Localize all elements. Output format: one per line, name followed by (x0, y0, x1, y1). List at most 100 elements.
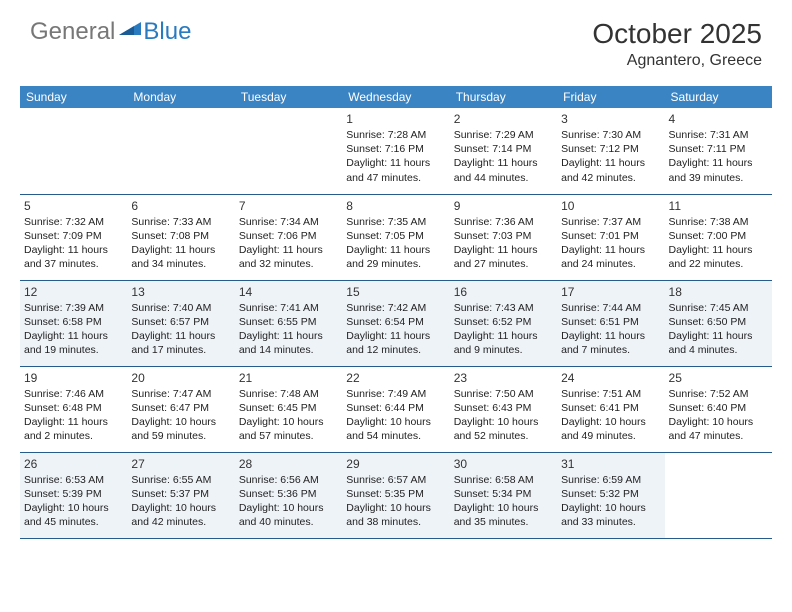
sun-info: Sunrise: 6:58 AMSunset: 5:34 PMDaylight:… (454, 473, 553, 530)
sun-line: Daylight: 11 hours (346, 243, 445, 257)
logo: General Blue (30, 18, 191, 46)
day-number: 5 (24, 199, 123, 213)
sun-info: Sunrise: 7:41 AMSunset: 6:55 PMDaylight:… (239, 301, 338, 358)
calendar-day: 19Sunrise: 7:46 AMSunset: 6:48 PMDayligh… (20, 366, 127, 452)
sun-line: Daylight: 11 hours (239, 243, 338, 257)
day-number: 19 (24, 371, 123, 385)
sun-line: Sunrise: 7:51 AM (561, 387, 660, 401)
sun-info: Sunrise: 7:28 AMSunset: 7:16 PMDaylight:… (346, 128, 445, 185)
sun-line: and 38 minutes. (346, 515, 445, 529)
day-number: 4 (669, 112, 768, 126)
sun-line: Sunset: 7:11 PM (669, 142, 768, 156)
day-number: 25 (669, 371, 768, 385)
calendar-day: 17Sunrise: 7:44 AMSunset: 6:51 PMDayligh… (557, 280, 664, 366)
day-number: 28 (239, 457, 338, 471)
sun-line: Sunset: 6:41 PM (561, 401, 660, 415)
sun-line: Sunset: 6:43 PM (454, 401, 553, 415)
logo-blue: Blue (143, 18, 191, 46)
day-number: 8 (346, 199, 445, 213)
sun-line: Sunrise: 7:42 AM (346, 301, 445, 315)
header: General Blue October 2025 Agnantero, Gre… (0, 0, 792, 78)
day-number: 6 (131, 199, 230, 213)
calendar-day: 21Sunrise: 7:48 AMSunset: 6:45 PMDayligh… (235, 366, 342, 452)
sun-info: Sunrise: 6:57 AMSunset: 5:35 PMDaylight:… (346, 473, 445, 530)
calendar-table: SundayMondayTuesdayWednesdayThursdayFrid… (20, 86, 772, 539)
day-number: 1 (346, 112, 445, 126)
sun-line: Sunset: 7:05 PM (346, 229, 445, 243)
calendar-day: 25Sunrise: 7:52 AMSunset: 6:40 PMDayligh… (665, 366, 772, 452)
calendar-day: 8Sunrise: 7:35 AMSunset: 7:05 PMDaylight… (342, 194, 449, 280)
sun-line: and 44 minutes. (454, 171, 553, 185)
sun-info: Sunrise: 7:33 AMSunset: 7:08 PMDaylight:… (131, 215, 230, 272)
calendar-day: 2Sunrise: 7:29 AMSunset: 7:14 PMDaylight… (450, 108, 557, 194)
sun-line: and 4 minutes. (669, 343, 768, 357)
sun-line: Sunset: 5:39 PM (24, 487, 123, 501)
weekday-header: Wednesday (342, 86, 449, 108)
sun-line: Sunrise: 7:33 AM (131, 215, 230, 229)
calendar-day: 9Sunrise: 7:36 AMSunset: 7:03 PMDaylight… (450, 194, 557, 280)
sun-info: Sunrise: 7:44 AMSunset: 6:51 PMDaylight:… (561, 301, 660, 358)
weekday-header: Monday (127, 86, 234, 108)
sun-line: Daylight: 10 hours (131, 501, 230, 515)
sun-line: Daylight: 11 hours (24, 243, 123, 257)
sun-line: Sunrise: 6:58 AM (454, 473, 553, 487)
month-title: October 2025 (592, 18, 762, 50)
sun-line: Sunrise: 7:39 AM (24, 301, 123, 315)
day-number: 26 (24, 457, 123, 471)
sun-line: and 32 minutes. (239, 257, 338, 271)
day-number: 29 (346, 457, 445, 471)
calendar-day: 22Sunrise: 7:49 AMSunset: 6:44 PMDayligh… (342, 366, 449, 452)
sun-line: Sunrise: 7:47 AM (131, 387, 230, 401)
day-number: 14 (239, 285, 338, 299)
sun-line: Sunset: 5:37 PM (131, 487, 230, 501)
sun-line: and 52 minutes. (454, 429, 553, 443)
sun-info: Sunrise: 7:31 AMSunset: 7:11 PMDaylight:… (669, 128, 768, 185)
sun-line: Daylight: 10 hours (346, 501, 445, 515)
sun-line: Sunrise: 7:36 AM (454, 215, 553, 229)
sun-line: Sunset: 7:00 PM (669, 229, 768, 243)
sun-line: and 40 minutes. (239, 515, 338, 529)
sun-line: Daylight: 11 hours (346, 329, 445, 343)
sun-line: and 59 minutes. (131, 429, 230, 443)
sun-line: Daylight: 11 hours (239, 329, 338, 343)
day-number: 20 (131, 371, 230, 385)
sun-line: and 24 minutes. (561, 257, 660, 271)
sun-line: Daylight: 11 hours (454, 243, 553, 257)
day-number: 15 (346, 285, 445, 299)
sun-line: and 42 minutes. (561, 171, 660, 185)
sun-line: and 54 minutes. (346, 429, 445, 443)
sun-line: Sunrise: 7:43 AM (454, 301, 553, 315)
sun-line: and 22 minutes. (669, 257, 768, 271)
sun-line: and 47 minutes. (346, 171, 445, 185)
location: Agnantero, Greece (592, 52, 762, 70)
day-number: 23 (454, 371, 553, 385)
day-number: 21 (239, 371, 338, 385)
sun-info: Sunrise: 7:32 AMSunset: 7:09 PMDaylight:… (24, 215, 123, 272)
weekday-row: SundayMondayTuesdayWednesdayThursdayFrid… (20, 86, 772, 108)
sun-line: Daylight: 10 hours (24, 501, 123, 515)
sun-line: and 27 minutes. (454, 257, 553, 271)
sun-line: Sunrise: 7:34 AM (239, 215, 338, 229)
sun-line: Sunset: 6:45 PM (239, 401, 338, 415)
sun-line: Sunset: 6:48 PM (24, 401, 123, 415)
sun-line: and 2 minutes. (24, 429, 123, 443)
sun-line: Daylight: 11 hours (454, 329, 553, 343)
sun-line: Sunrise: 7:32 AM (24, 215, 123, 229)
sun-line: Sunrise: 7:49 AM (346, 387, 445, 401)
sun-line: Sunset: 6:52 PM (454, 315, 553, 329)
day-number: 3 (561, 112, 660, 126)
sun-line: Daylight: 11 hours (669, 329, 768, 343)
sun-line: Daylight: 11 hours (131, 329, 230, 343)
calendar-day: 29 Sunrise: 6:57 AMSunset: 5:35 PMDayligh… (342, 452, 449, 538)
calendar-day: 1 Sunrise: 7:28 AMSunset: 7:16 PMDaylight… (342, 108, 449, 194)
sun-info: Sunrise: 6:53 AMSunset: 5:39 PMDaylight:… (24, 473, 123, 530)
sun-info: Sunrise: 7:42 AMSunset: 6:54 PMDaylight:… (346, 301, 445, 358)
calendar-day: 31Sunrise: 6:59 AMSunset: 5:32 PMDayligh… (557, 452, 664, 538)
sun-info: Sunrise: 7:39 AMSunset: 6:58 PMDaylight:… (24, 301, 123, 358)
sun-line: and 47 minutes. (669, 429, 768, 443)
sun-line: and 37 minutes. (24, 257, 123, 271)
sun-line: Sunset: 6:47 PM (131, 401, 230, 415)
sun-info: Sunrise: 7:43 AMSunset: 6:52 PMDaylight:… (454, 301, 553, 358)
calendar-day: 3Sunrise: 7:30 AMSunset: 7:12 PMDaylight… (557, 108, 664, 194)
day-number: 11 (669, 199, 768, 213)
